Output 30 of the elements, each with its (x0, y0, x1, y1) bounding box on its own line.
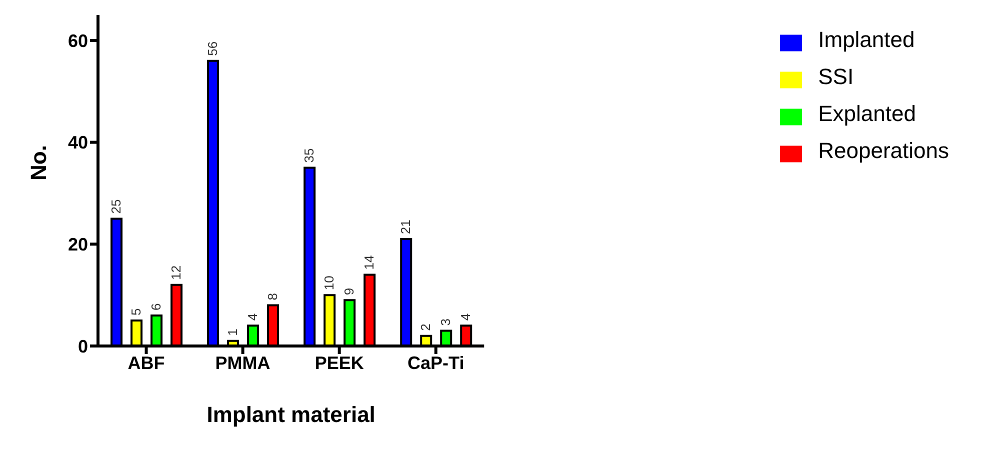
data-label: 2 (418, 324, 434, 331)
x-tick-label: PEEK (314, 352, 364, 373)
data-label: 14 (362, 255, 377, 270)
x-axis-title: Implant material (206, 402, 376, 427)
y-tick-label: 0 (78, 336, 88, 356)
data-label: 9 (342, 288, 357, 296)
y-tick-label: 40 (68, 132, 88, 153)
y-axis-title: No. (26, 145, 51, 180)
y-tick-label: 60 (68, 30, 88, 51)
x-tick-label: ABF (128, 352, 165, 373)
data-label: 21 (398, 220, 414, 234)
x-tick-label: PMMA (215, 352, 270, 373)
data-label: 8 (265, 293, 280, 300)
data-label: 25 (108, 199, 124, 214)
data-label: 3 (438, 318, 454, 326)
data-label: 10 (322, 276, 337, 290)
data-label: 12 (168, 265, 184, 280)
data-label: 56 (205, 41, 220, 56)
legend-label: SSI (818, 64, 854, 89)
legend-label: Explanted (818, 101, 916, 126)
data-label: 1 (225, 328, 240, 336)
data-label: 6 (148, 303, 164, 310)
legend-label: Implanted (818, 27, 915, 52)
data-label: 4 (458, 313, 474, 321)
y-tick-label: 20 (68, 234, 88, 255)
data-label: 4 (245, 313, 260, 321)
x-tick-label: CaP-Ti (408, 352, 464, 373)
legend-label: Reoperations (818, 138, 949, 163)
data-label: 35 (302, 148, 317, 163)
data-label: 5 (128, 308, 144, 316)
